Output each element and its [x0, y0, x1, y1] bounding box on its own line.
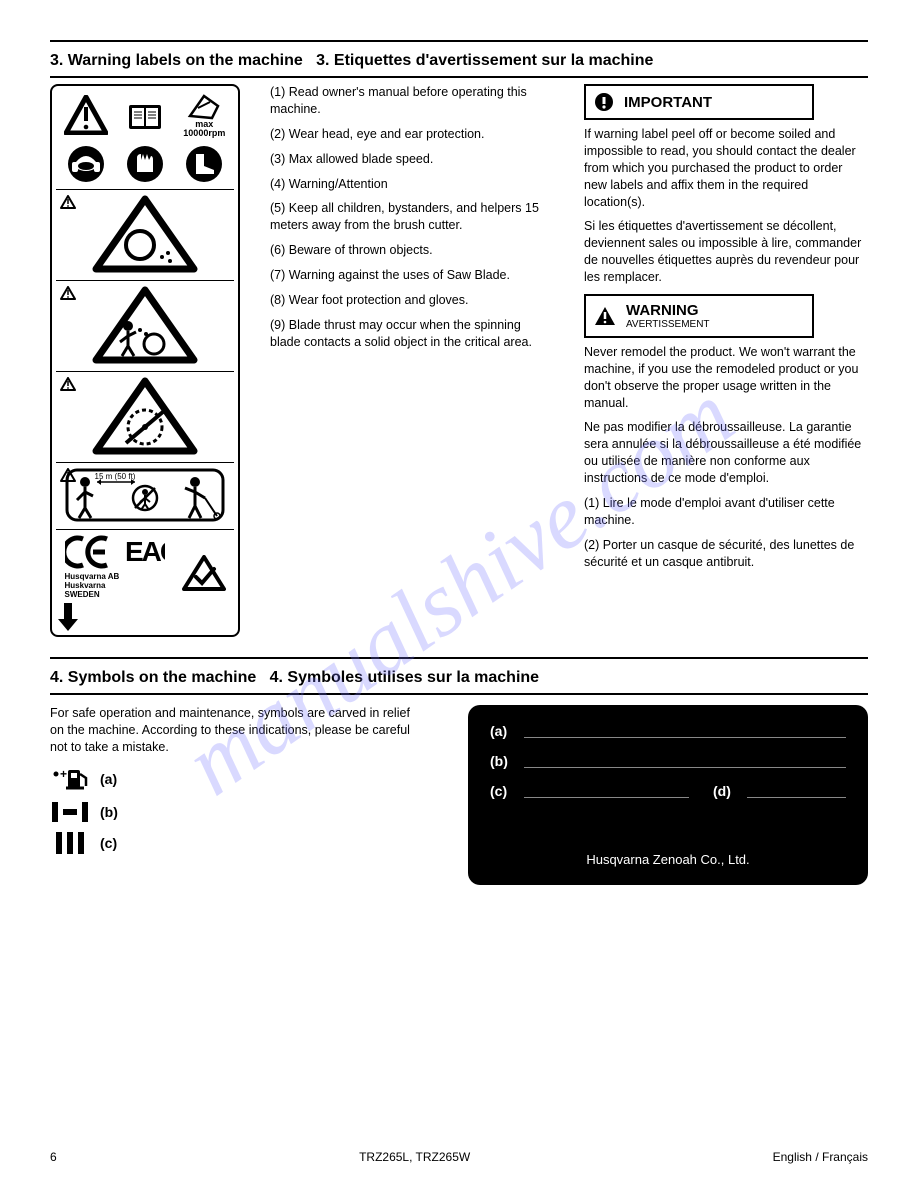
keep-distance-icon: 15 m (50 ft) — [65, 468, 225, 522]
brand-text: Husqvarna AB Huskvarna SWEDEN — [65, 573, 165, 599]
arrow-down-icon — [56, 603, 234, 631]
section-title-warning-labels: 3. Warning labels on the machine 3. Etiq… — [50, 52, 868, 70]
symbol-row-fuel: + (a) — [50, 764, 418, 794]
gloves-icon — [123, 144, 167, 184]
small-warning-icon-4 — [60, 468, 76, 482]
rule-under-title-2 — [50, 693, 868, 695]
important-box: IMPORTANT — [584, 84, 814, 120]
warning-triangle-icon — [64, 95, 108, 135]
symbols-column: For safe operation and maintenance, symb… — [50, 705, 418, 885]
read-manual-icon — [123, 95, 167, 135]
head-eye-ear-protection-icon — [64, 144, 108, 184]
warning-label-sticker: max10000rpm — [50, 84, 240, 637]
symbol-row-choke-open: (c) — [50, 830, 418, 856]
svg-text:EAC: EAC — [125, 536, 165, 567]
choke-open-icon — [50, 830, 90, 856]
english-column: (1) Read owner's manual before operating… — [270, 84, 554, 637]
distance-label: 15 m (50 ft) — [95, 472, 136, 481]
section-title-symbols: 4. Symbols on the machine 4. Symboles ut… — [50, 669, 868, 687]
ce-mark-icon — [65, 535, 111, 569]
rule-top — [50, 40, 868, 42]
symbol-row-choke-close: (b) — [50, 800, 418, 824]
rule-mid — [50, 657, 868, 659]
warning-box: WARNING AVERTISSEMENT — [584, 294, 814, 338]
small-warning-icon — [60, 195, 76, 209]
important-icon — [594, 92, 614, 112]
rule-under-title-1 — [50, 76, 868, 78]
debris-person-icon — [90, 286, 200, 366]
serial-column: (a) (b) (c)(d) Husqvarna Zenoah Co., Ltd… — [468, 705, 868, 885]
page-footer: 6 TRZ265L, TRZ265W English / Français — [50, 1150, 868, 1164]
blade-thrown-object-icon — [90, 195, 200, 275]
warning-icon — [594, 306, 616, 326]
svg-text:+: + — [60, 767, 67, 781]
boots-icon — [182, 144, 226, 184]
max-rpm-icon: max10000rpm — [182, 92, 226, 138]
no-saw-blade-icon — [90, 377, 200, 457]
callout-column: IMPORTANT If warning label peel off or b… — [584, 84, 868, 637]
small-warning-icon-3 — [60, 377, 76, 391]
eac-mark-icon: EAC — [125, 535, 165, 569]
serial-number-plate: (a) (b) (c)(d) Husqvarna Zenoah Co., Ltd… — [468, 705, 868, 885]
checkmark-triangle-icon — [182, 555, 226, 593]
fuel-pump-icon: + — [50, 764, 90, 794]
small-warning-icon-2 — [60, 286, 76, 300]
choke-close-icon — [50, 800, 90, 824]
